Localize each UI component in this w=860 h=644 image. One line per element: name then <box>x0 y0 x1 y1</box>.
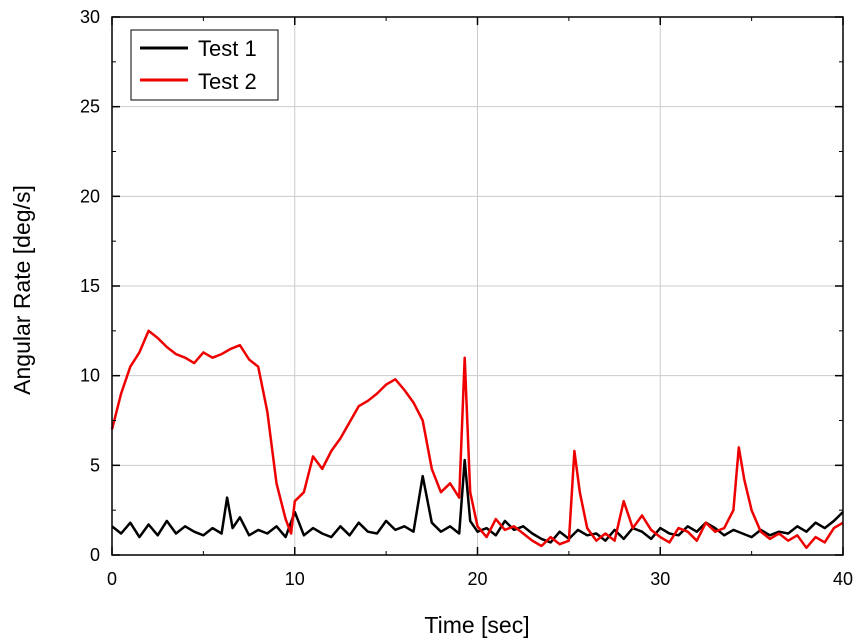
y-tick-label: 5 <box>90 455 100 475</box>
x-tick-label: 40 <box>833 569 853 589</box>
legend-label-test-2: Test 2 <box>198 69 257 94</box>
series-layer <box>110 329 844 550</box>
legend: Test 1 Test 2 <box>130 29 279 101</box>
tick-labels: 0 10 20 30 40 0 5 10 15 20 25 30 <box>80 7 853 589</box>
y-tick-label: 15 <box>80 276 100 296</box>
y-axis-title: Angular Rate [deg/s] <box>9 185 35 395</box>
x-tick-label: 10 <box>285 569 305 589</box>
legend-box <box>130 29 279 101</box>
x-axis-title: Time [sec] <box>424 612 529 638</box>
y-tick-label: 25 <box>80 97 100 117</box>
y-tick-label: 0 <box>90 545 100 565</box>
axis-ticks <box>111 16 844 556</box>
x-tick-label: 0 <box>107 569 117 589</box>
x-tick-label: 20 <box>467 569 487 589</box>
y-tick-label: 30 <box>80 7 100 27</box>
y-tick-label: 10 <box>80 366 100 386</box>
x-tick-label: 30 <box>650 569 670 589</box>
series-line-test-2 <box>110 329 844 550</box>
y-tick-label: 20 <box>80 186 100 206</box>
gridlines <box>112 17 843 555</box>
legend-label-test-1: Test 1 <box>198 36 257 61</box>
